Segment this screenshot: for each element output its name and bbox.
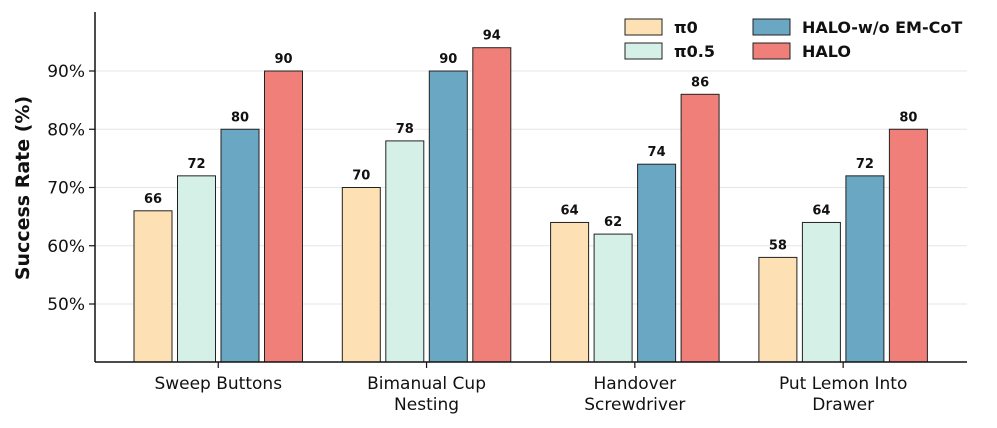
x-tick-label: Screwdriver (584, 395, 685, 415)
bar (264, 70, 303, 363)
legend-label: π0.5 (674, 42, 715, 61)
bar-value-labels: 66 72 80 90 70 78 90 94 64 62 74 86 58 64 72 80 (144, 29, 917, 254)
y-tick-label: 50% (47, 295, 85, 315)
bar-value-label: 58 (769, 238, 787, 253)
legend-label: π0 (674, 18, 698, 37)
y-tick-label: 60% (47, 237, 85, 257)
bar-value-label: 94 (483, 29, 501, 44)
y-tick-label: 80% (47, 120, 85, 140)
legend-swatch (752, 18, 791, 36)
bar-value-label: 72 (187, 157, 205, 172)
bar-value-label: 66 (144, 192, 162, 207)
x-tick-label: Put Lemon Into (779, 374, 907, 394)
bar-value-label: 70 (352, 169, 370, 184)
y-axis-label: Success Rate (%) (12, 96, 34, 280)
bar-value-label: 74 (648, 145, 666, 160)
bar (758, 256, 798, 363)
x-tick-label: Drawer (812, 395, 874, 415)
bar (550, 221, 590, 363)
y-tick-label: 90% (47, 62, 85, 82)
bar-value-label: 80 (899, 110, 917, 125)
bar (845, 175, 885, 363)
bar-value-label: 62 (604, 215, 622, 230)
bar (220, 128, 260, 363)
bar (341, 187, 381, 363)
bar (680, 93, 720, 363)
x-tick-label: Nesting (394, 395, 459, 415)
bar-value-label: 78 (396, 122, 414, 137)
bar (593, 233, 633, 363)
bar-value-label: 72 (856, 157, 874, 172)
bar-value-label: 90 (274, 52, 292, 67)
bars (133, 47, 928, 363)
x-tick-label: Sweep Buttons (154, 374, 282, 394)
legend-swatch (624, 42, 663, 60)
bar (428, 70, 468, 363)
bar (385, 140, 425, 363)
bar (637, 163, 677, 363)
bar-value-label: 90 (439, 52, 457, 67)
y-axis-ticks: 50% 60% 70% 80% 90% (47, 62, 95, 315)
bar-value-label: 64 (561, 203, 579, 218)
bar (472, 47, 512, 363)
bar (133, 210, 173, 363)
bar (801, 221, 841, 363)
bar-value-label: 64 (812, 203, 830, 218)
bar-value-label: 86 (691, 75, 709, 90)
legend-swatch (752, 42, 791, 60)
legend: π0 π0.5 HALO-w/o EM-CoT HALO (624, 18, 962, 61)
legend-label: HALO-w/o EM-CoT (802, 18, 962, 37)
bar (177, 175, 216, 363)
x-tick-label: Handover (594, 374, 677, 394)
x-tick-label: Bimanual Cup (367, 374, 486, 394)
bar (888, 128, 928, 363)
y-tick-label: 70% (47, 179, 85, 199)
bar-value-label: 80 (231, 110, 249, 125)
legend-swatch (624, 18, 663, 36)
legend-label: HALO (802, 42, 851, 61)
